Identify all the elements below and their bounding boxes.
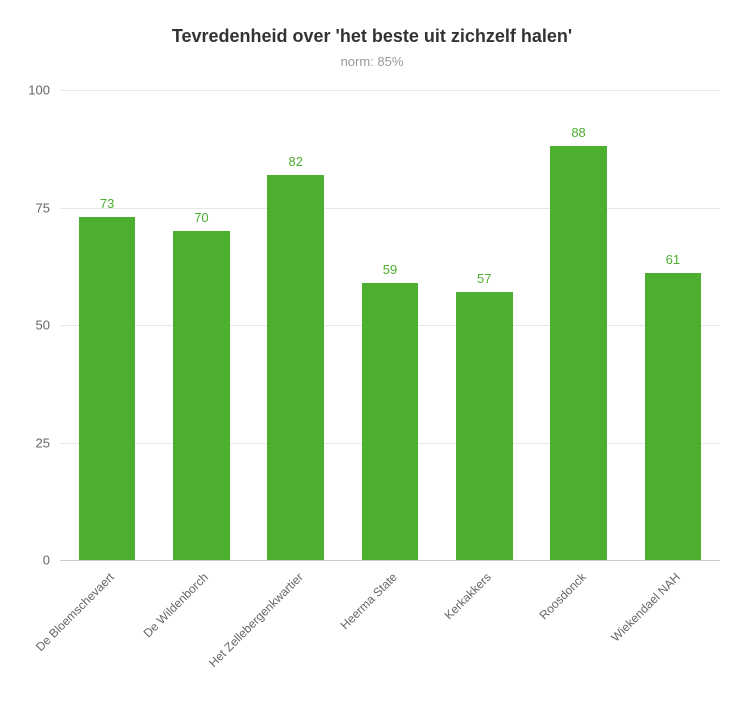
bar-value-label: 59	[383, 262, 397, 283]
bar: 88	[550, 146, 607, 560]
bar: 57	[456, 292, 513, 560]
chart-container: Tevredenheid over 'het beste uit zichzel…	[0, 0, 744, 705]
bar: 73	[79, 217, 136, 560]
gridline	[60, 560, 720, 561]
gridline	[60, 90, 720, 91]
y-axis-label: 50	[36, 318, 60, 333]
bar-value-label: 61	[666, 252, 680, 273]
plot-area: 025507510073De Bloemschevaert70De Wilden…	[60, 90, 720, 560]
x-axis-label: Kerkakkers	[378, 570, 494, 686]
bar: 59	[362, 283, 419, 560]
x-axis-label: Wiekendael NAH	[567, 570, 683, 686]
bar: 82	[267, 175, 324, 560]
bar-value-label: 57	[477, 271, 491, 292]
bar-value-label: 73	[100, 196, 114, 217]
x-axis-label: Heerma State	[284, 570, 400, 686]
x-axis-label: De Bloemschevaert	[1, 570, 117, 686]
bar: 70	[173, 231, 230, 560]
chart-title: Tevredenheid over 'het beste uit zichzel…	[0, 26, 744, 47]
y-axis-label: 25	[36, 435, 60, 450]
y-axis-label: 0	[43, 553, 60, 568]
chart-subtitle: norm: 85%	[0, 54, 744, 69]
bar: 61	[645, 273, 702, 560]
y-axis-label: 100	[28, 83, 60, 98]
x-axis-label: De Wildenborch	[95, 570, 211, 686]
bar-value-label: 82	[288, 154, 302, 175]
x-axis-label: Roosdonck	[472, 570, 588, 686]
y-axis-label: 75	[36, 200, 60, 215]
gridline	[60, 208, 720, 209]
x-axis-label: Het Zellebergenkwartier	[190, 570, 306, 686]
bar-value-label: 70	[194, 210, 208, 231]
bar-value-label: 88	[571, 125, 585, 146]
